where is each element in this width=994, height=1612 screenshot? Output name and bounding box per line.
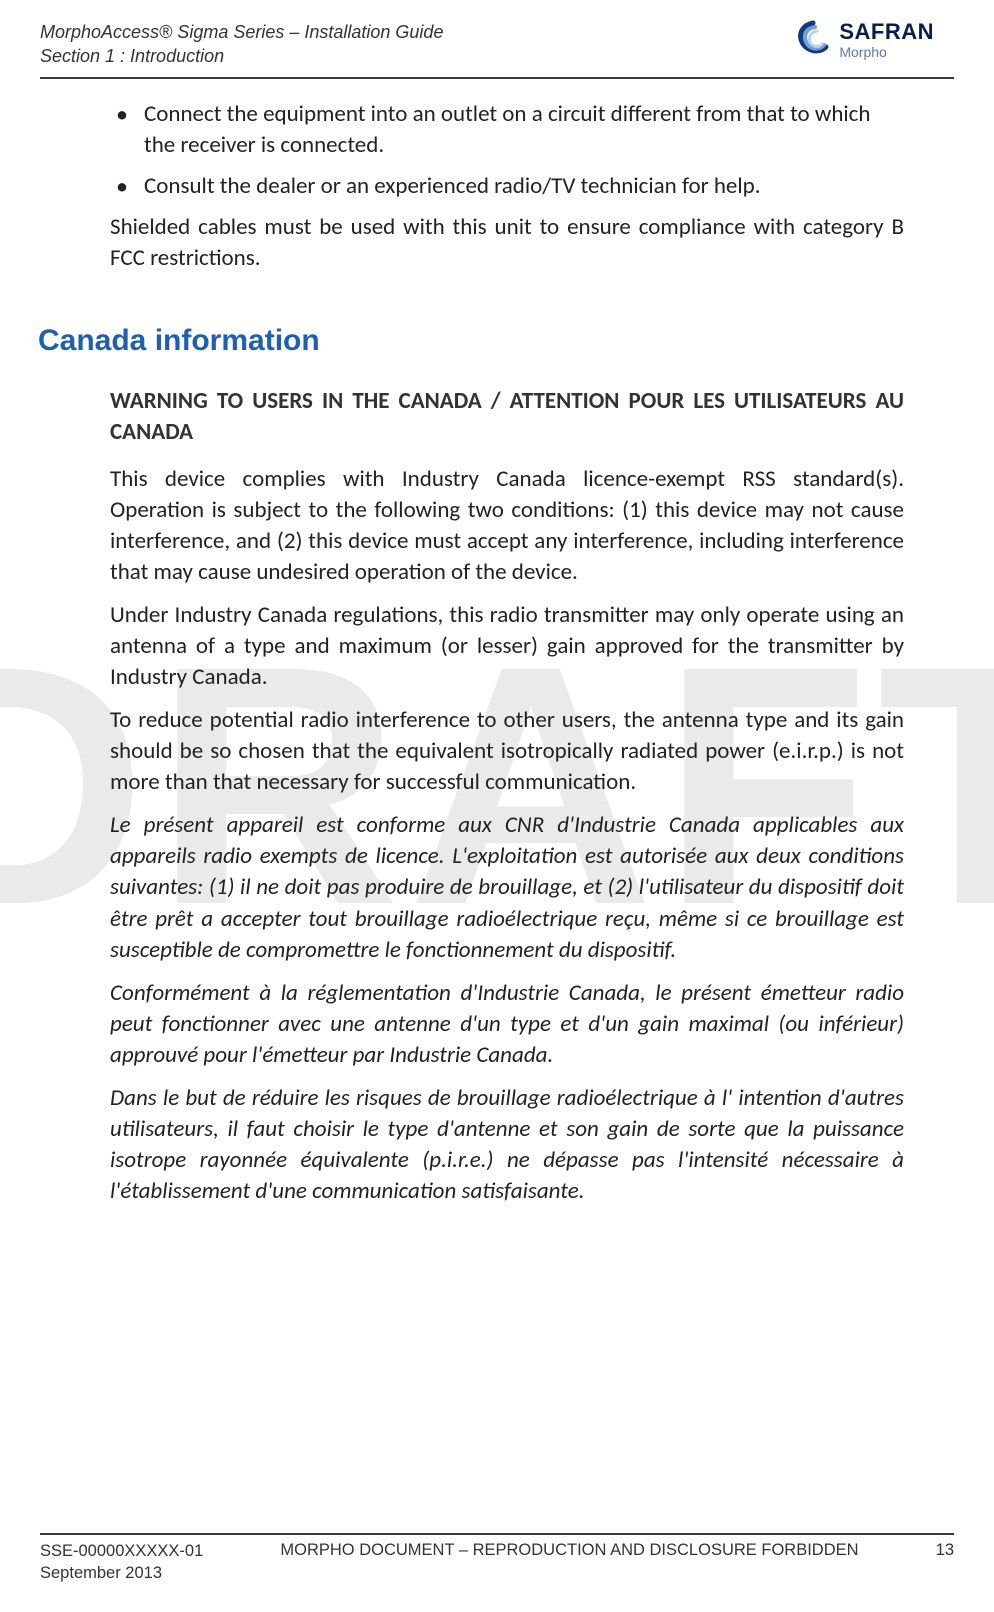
bullet-list: Connect the equipment into an outlet on … <box>110 99 904 202</box>
header-title: MorphoAccess® Sigma Series – Installatio… <box>40 20 443 44</box>
safran-swirl-icon <box>793 20 833 60</box>
header-section: Section 1 : Introduction <box>40 44 443 68</box>
paragraph-fr: Le présent appareil est conforme aux CNR… <box>110 810 904 965</box>
header-left: MorphoAccess® Sigma Series – Installatio… <box>40 20 443 69</box>
footer-page-number: 13 <box>936 1541 954 1560</box>
warning-heading: WARNING TO USERS IN THE CANADA / ATTENTI… <box>110 386 904 448</box>
paragraph: Under Industry Canada regulations, this … <box>110 600 904 693</box>
content: Connect the equipment into an outlet on … <box>0 79 994 1207</box>
paragraph-shielded: Shielded cables must be used with this u… <box>110 212 904 274</box>
footer-docid: SSE-00000XXXXX-01 <box>40 1541 203 1562</box>
page-footer: SSE-00000XXXXX-01 September 2013 MORPHO … <box>40 1533 954 1584</box>
section-heading: Canada information <box>38 324 904 358</box>
logo-sub: Morpho <box>839 45 934 59</box>
bullet-item: Connect the equipment into an outlet on … <box>110 99 904 161</box>
paragraph-fr: Conformément à la réglementation d'Indus… <box>110 978 904 1071</box>
logo-word: SAFRAN <box>839 21 934 43</box>
paragraph: This device complies with Industry Canad… <box>110 464 904 588</box>
bullet-item: Consult the dealer or an experienced rad… <box>110 171 904 202</box>
footer-date: September 2013 <box>40 1563 203 1584</box>
footer-left: SSE-00000XXXXX-01 September 2013 <box>40 1541 203 1584</box>
paragraph-fr: Dans le but de réduire les risques de br… <box>110 1083 904 1207</box>
page-header: MorphoAccess® Sigma Series – Installatio… <box>0 0 994 77</box>
logo-text: SAFRAN Morpho <box>839 21 934 59</box>
footer-mid: MORPHO DOCUMENT – REPRODUCTION AND DISCL… <box>280 1541 858 1560</box>
footer-rule <box>40 1533 954 1535</box>
header-logo: SAFRAN Morpho <box>793 20 934 60</box>
paragraph: To reduce potential radio interference t… <box>110 705 904 798</box>
